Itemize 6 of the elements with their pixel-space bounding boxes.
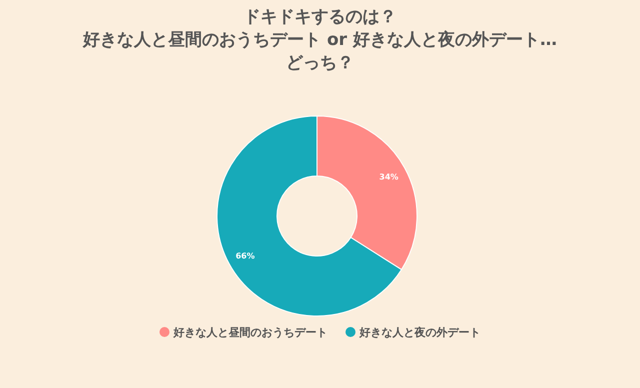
chart-subtitle: 好きな人と昼間のおうちデート or 好きな人と夜の外デート…どっち？ [82,30,557,73]
data-label: 66% [236,252,255,261]
legend-label: 好きな人と夜の外デート [358,326,480,339]
data-label: 34% [379,172,398,182]
legend-label: 好きな人と昼間のおうちデート [172,326,328,339]
chart-title: ドキドキするのは？ [244,7,396,27]
